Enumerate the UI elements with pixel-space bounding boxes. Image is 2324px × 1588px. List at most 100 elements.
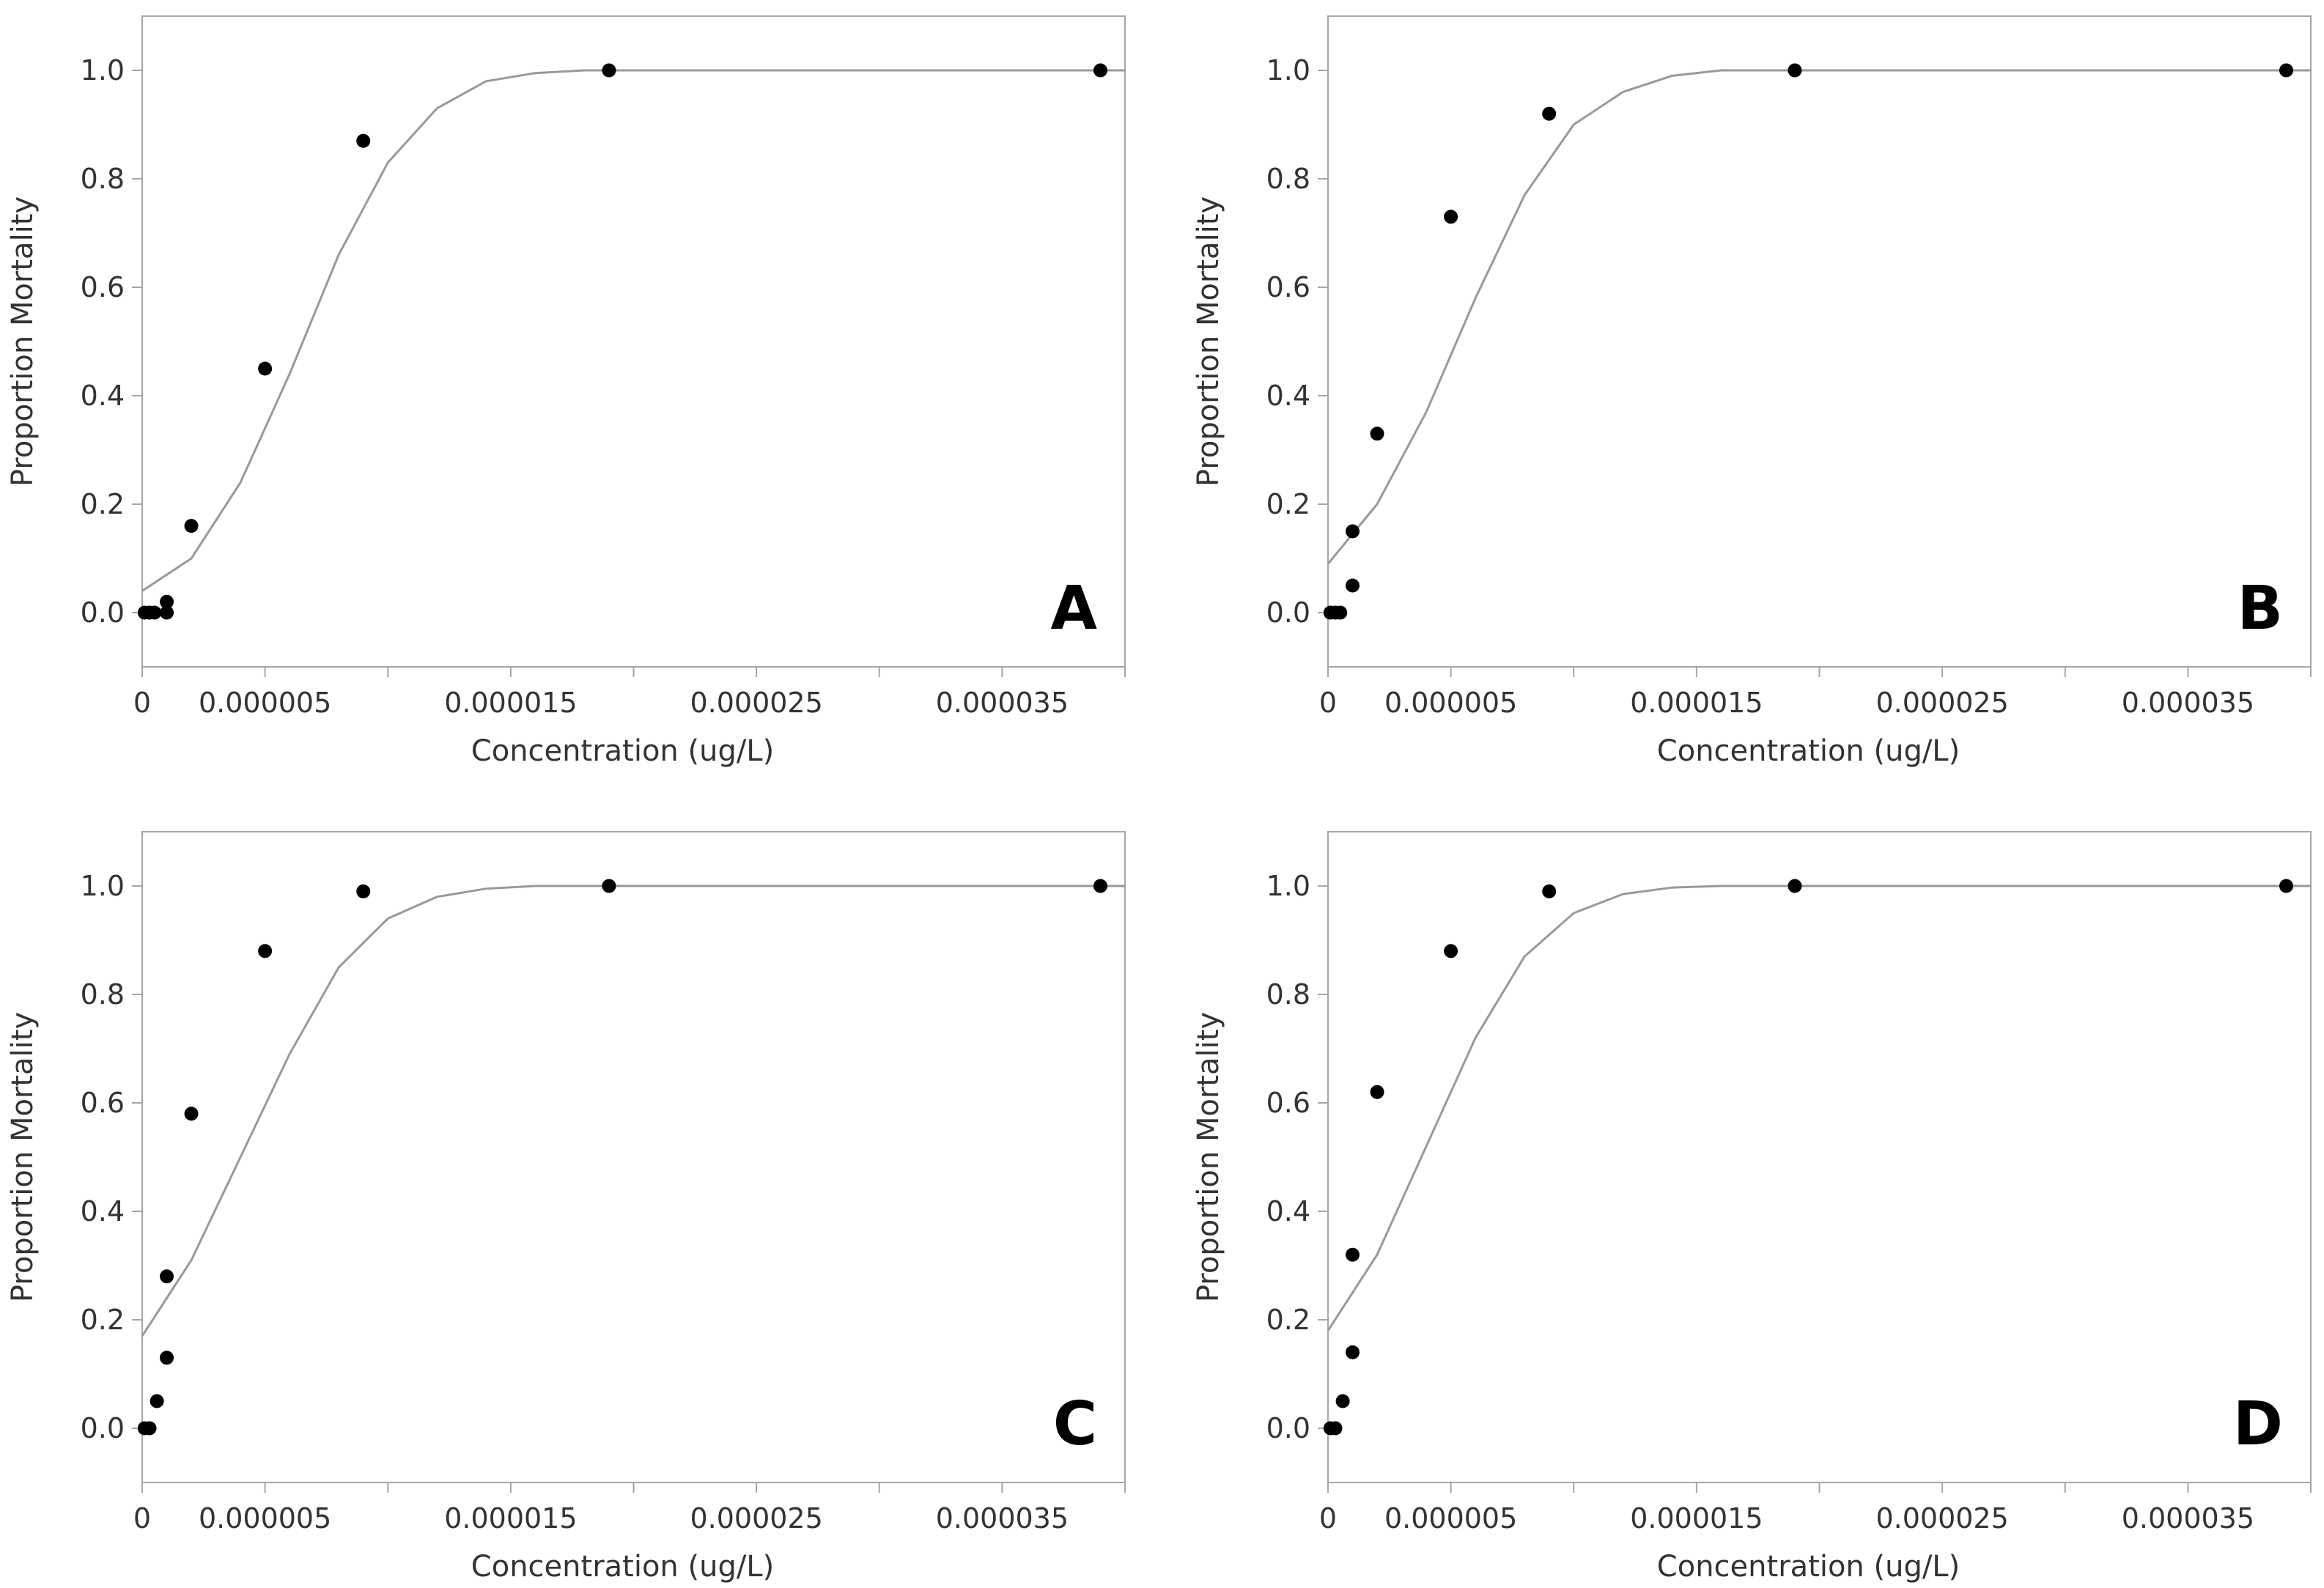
x-tick-label: 0.000015: [1630, 687, 1763, 719]
data-point: [1093, 63, 1107, 78]
y-tick-label: 1.0: [1266, 54, 1310, 86]
chart-panel-d: 0.0 0.2 0.4 0.6 0.8 1.0 0 0.000005 0.000015 0.000…: [1192, 831, 2312, 1584]
x-axis-title: Concentration (ug/L): [1657, 734, 1960, 768]
data-point: [2279, 63, 2293, 78]
x-tick-label: 0.000025: [690, 1502, 822, 1535]
plot-frame: [1327, 15, 2312, 668]
x-axis-title: Concentration (ug/L): [471, 1550, 774, 1584]
plot-frame: [141, 831, 1126, 1483]
data-point: [356, 133, 371, 148]
data-point: [1788, 879, 1802, 893]
x-tick-label: 0.000025: [1875, 687, 2008, 719]
y-tick-label: 0.2: [81, 488, 125, 520]
y-tick-label: 0.0: [81, 1412, 125, 1444]
chart-panel-b: 0.0 0.2 0.4 0.6 0.8 1.0 0 0.000005 0.000015 0.000…: [1192, 15, 2312, 768]
x-tick-label: 0: [1319, 1502, 1337, 1535]
data-point: [356, 884, 371, 898]
y-tick-label: 0.4: [81, 1195, 125, 1227]
y-axis-title: Proportion Mortality: [6, 1012, 40, 1302]
data-point: [1370, 1085, 1384, 1099]
y-tick-label: 0.6: [1266, 1087, 1310, 1119]
data-point: [1370, 426, 1384, 441]
y-tick-label: 0.8: [81, 978, 125, 1011]
x-tick-label: 0.000005: [199, 1502, 331, 1535]
data-point: [1444, 210, 1458, 224]
y-tick-label: 0.4: [1266, 1195, 1310, 1227]
x-tick-label: 0.000035: [2122, 687, 2254, 719]
x-tick-label: 0.000005: [199, 687, 331, 719]
x-tick-label: 0.000015: [444, 1502, 577, 1535]
y-tick-label: 0.0: [81, 597, 125, 629]
x-tick-label: 0: [1319, 687, 1337, 719]
fit-curve: [141, 69, 1125, 592]
data-point: [602, 879, 616, 893]
x-axis-title: Concentration (ug/L): [1657, 1550, 1960, 1584]
y-tick-label: 0.6: [81, 1087, 125, 1119]
x-tick-label: 0.000035: [936, 1502, 1069, 1535]
data-point: [1788, 63, 1802, 78]
y-tick-label: 1.0: [81, 870, 125, 902]
fit-curve: [141, 885, 1125, 1337]
data-point: [1542, 106, 1557, 121]
data-point: [160, 605, 174, 620]
data-point: [1542, 884, 1557, 898]
data-point: [1328, 1421, 1343, 1436]
data-point: [602, 63, 616, 78]
data-point: [1093, 879, 1107, 893]
x-tick-label: 0.000005: [1384, 687, 1517, 719]
y-tick-label: 0.2: [81, 1304, 125, 1336]
data-point: [160, 1351, 174, 1365]
x-tick-label: 0.000035: [936, 687, 1069, 719]
x-tick-label: 0.000015: [1630, 1502, 1763, 1535]
data-point: [160, 594, 174, 609]
data-point: [1333, 605, 1348, 620]
panel-letter: B: [2237, 574, 2283, 643]
y-tick-label: 0.4: [1266, 380, 1310, 412]
data-point: [160, 1269, 174, 1284]
y-tick-label: 0.6: [81, 271, 125, 303]
data-point: [1335, 1394, 1350, 1408]
data-point: [1346, 1247, 1360, 1262]
y-tick-label: 0.4: [81, 380, 125, 412]
x-tick-label: 0.000005: [1384, 1502, 1517, 1535]
data-point: [258, 944, 273, 959]
fit-curve: [1327, 69, 2311, 565]
plot-frame: [1327, 831, 2312, 1483]
x-tick-label: 0: [133, 687, 151, 719]
y-axis-title: Proportion Mortality: [6, 196, 40, 487]
y-tick-label: 0.0: [1266, 1412, 1310, 1444]
y-tick-label: 0.0: [1266, 597, 1310, 629]
data-point: [2279, 879, 2293, 893]
data-point: [258, 361, 273, 376]
y-tick-label: 1.0: [81, 54, 125, 86]
panel-letter: A: [1051, 574, 1098, 643]
y-tick-label: 0.2: [1266, 1304, 1310, 1336]
data-point: [150, 1394, 164, 1408]
data-point: [1346, 524, 1360, 539]
x-tick-label: 0.000035: [2122, 1502, 2254, 1535]
data-point: [142, 1421, 157, 1436]
y-tick-label: 0.8: [81, 163, 125, 195]
y-axis-title: Proportion Mortality: [1192, 196, 1225, 487]
x-tick-label: 0.000025: [690, 687, 822, 719]
panel-letter: C: [1053, 1389, 1097, 1459]
y-tick-label: 1.0: [1266, 870, 1310, 902]
data-point: [184, 519, 199, 533]
x-axis-title: Concentration (ug/L): [471, 734, 774, 768]
y-tick-label: 0.2: [1266, 488, 1310, 520]
panel-letter: D: [2233, 1389, 2283, 1459]
data-point: [1346, 578, 1360, 593]
y-tick-label: 0.8: [1266, 978, 1310, 1011]
data-point: [1346, 1345, 1360, 1359]
chart-panel-c: 0.0 0.2 0.4 0.6 0.8 1.0 0 0.000005 0.000015 0.000…: [6, 831, 1126, 1584]
plot-frame: [141, 15, 1126, 668]
y-tick-label: 0.6: [1266, 271, 1310, 303]
x-tick-label: 0: [133, 1502, 151, 1535]
data-point: [1444, 944, 1458, 959]
chart-panel-a: 0.0 0.2 0.4 0.6 0.8 1.0 0 0.000005 0.000015 0.000…: [6, 15, 1126, 768]
x-tick-label: 0.000025: [1875, 1502, 2008, 1535]
y-tick-label: 0.8: [1266, 163, 1310, 195]
data-point: [184, 1107, 199, 1121]
data-point: [147, 605, 162, 620]
